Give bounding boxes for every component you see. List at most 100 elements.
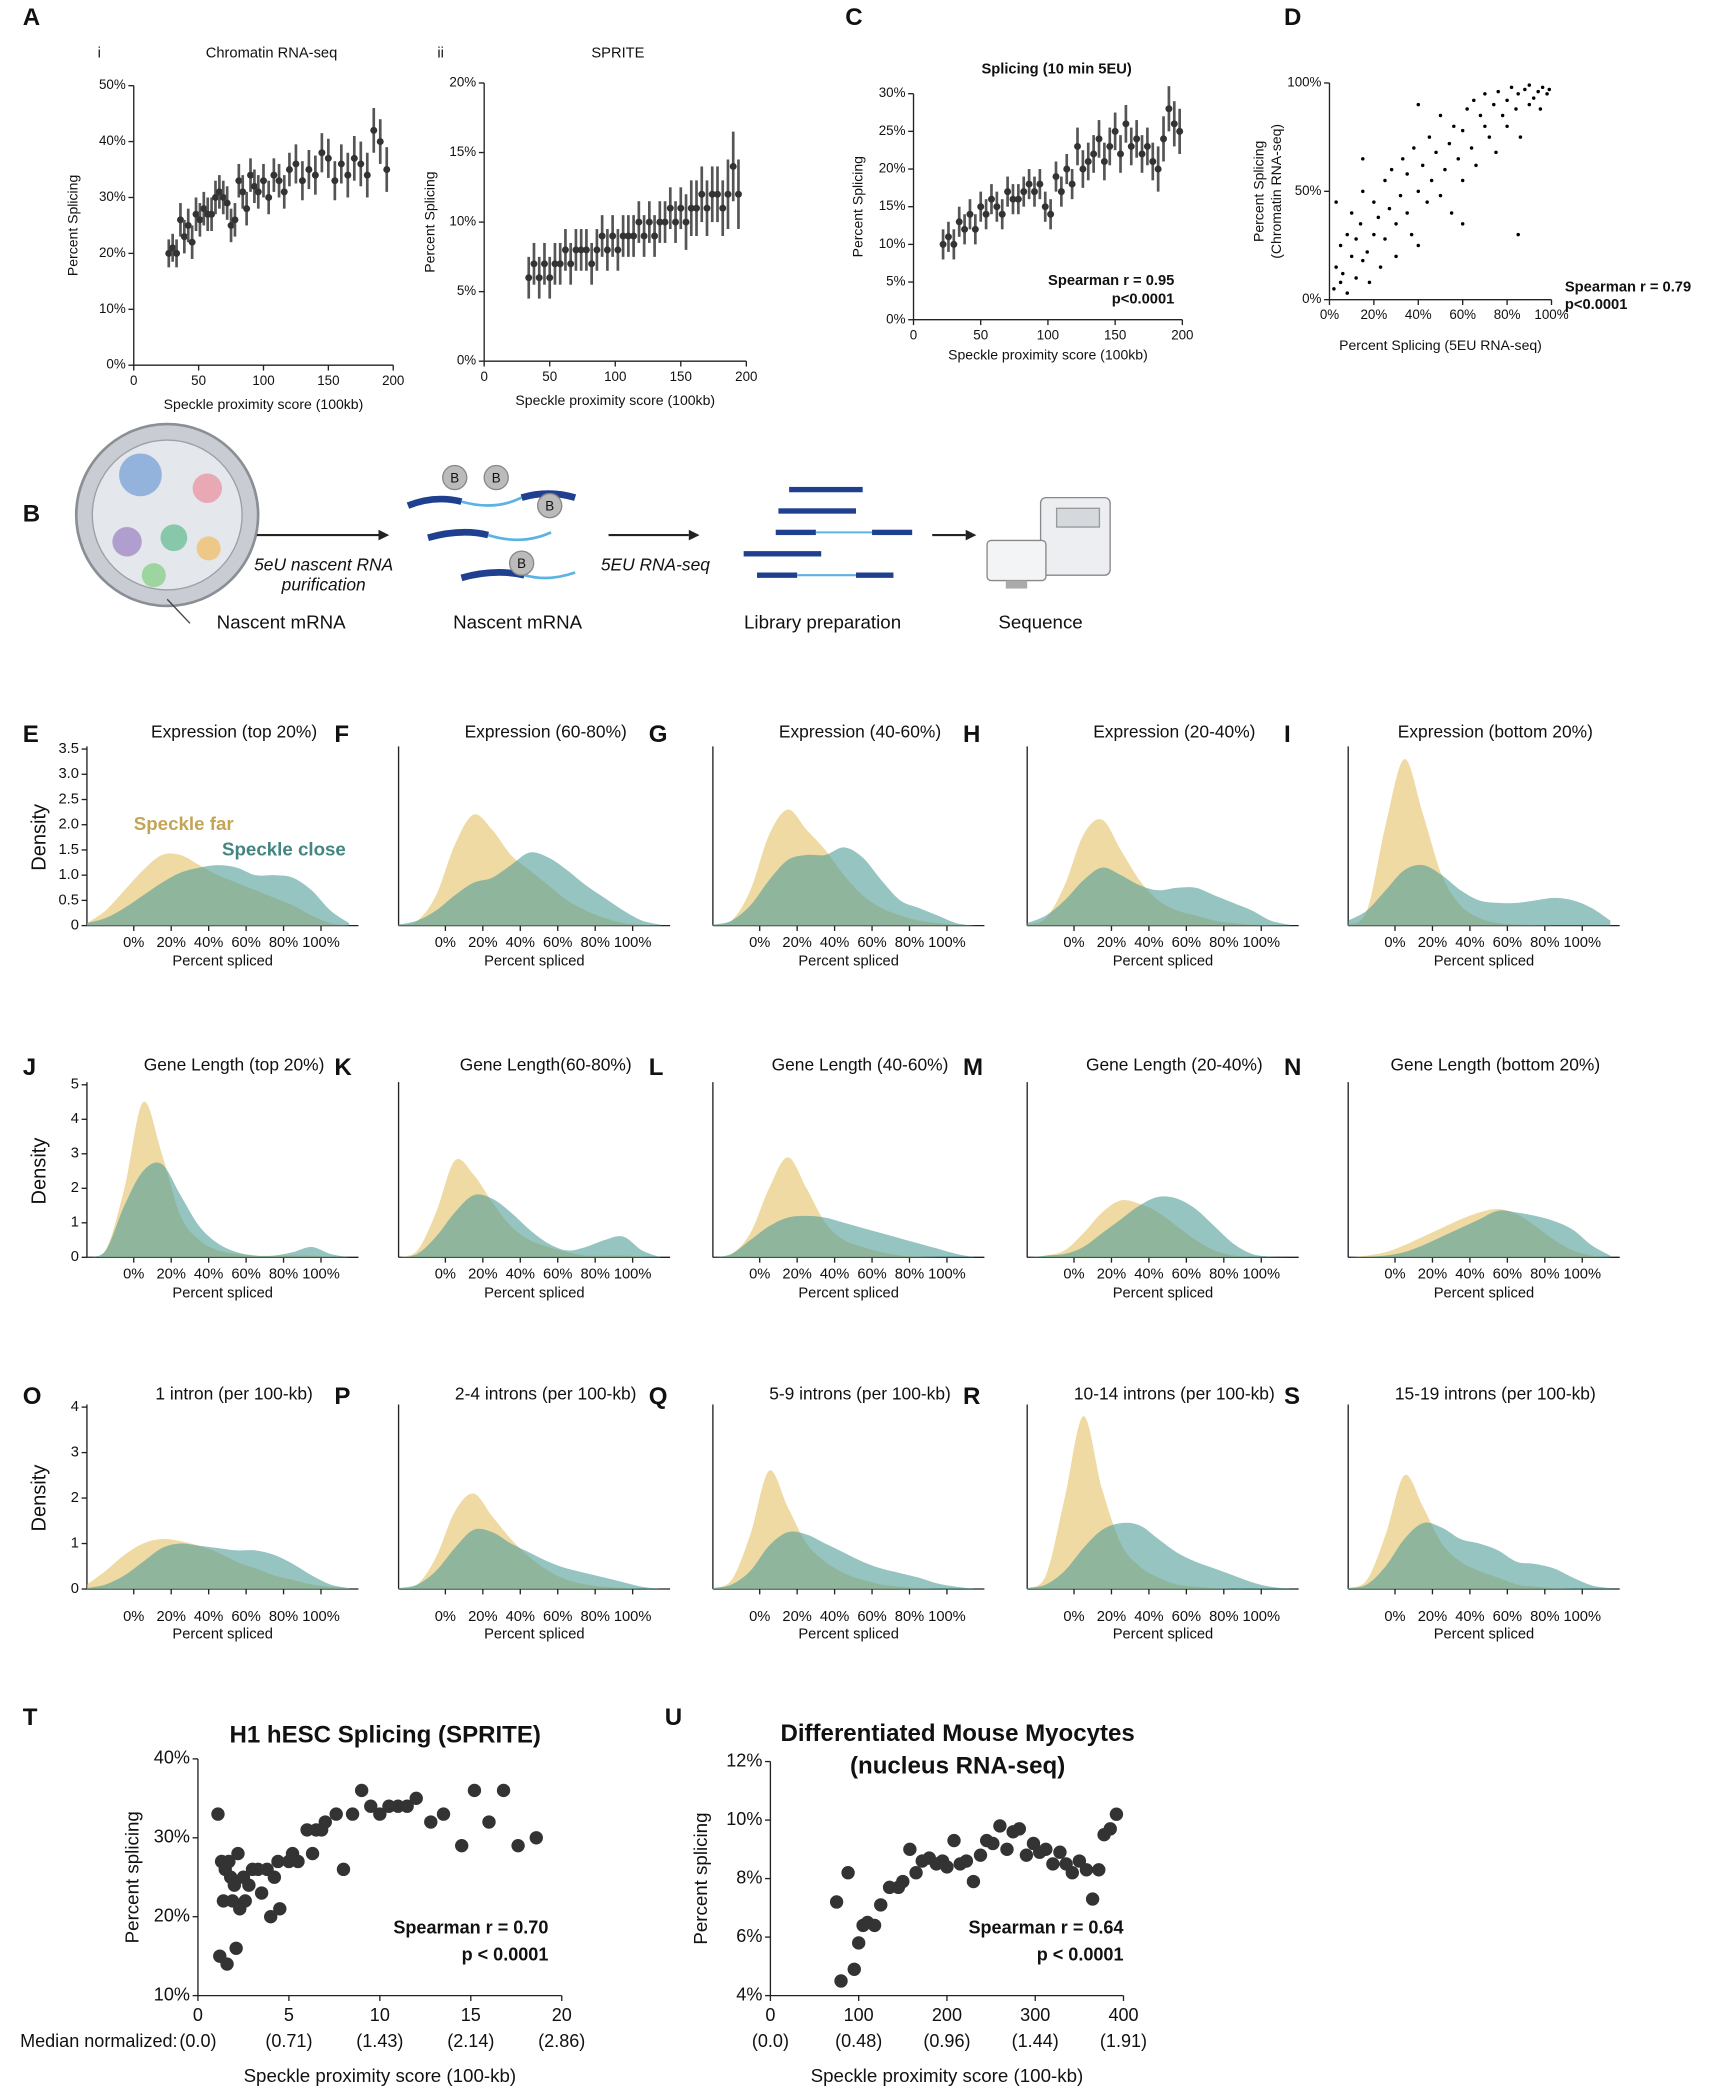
- point: [1074, 142, 1081, 150]
- point: [219, 194, 227, 201]
- point: [944, 233, 952, 241]
- x-tick-label: 20%: [1097, 935, 1126, 951]
- point: [1383, 178, 1387, 183]
- chromatin-blob: [119, 453, 162, 497]
- point: [436, 1807, 451, 1821]
- x-tick-label: 20%: [468, 935, 497, 951]
- chart-title: 1 intron (per 100-kb): [155, 1384, 312, 1404]
- point: [1401, 157, 1405, 161]
- point: [834, 1974, 848, 1988]
- point: [1133, 135, 1141, 143]
- x-tick-label: 20: [552, 2005, 572, 2025]
- density-area: [712, 847, 976, 926]
- y-tick-label: 15%: [449, 144, 476, 159]
- read: [872, 529, 913, 536]
- bead-label: B: [492, 470, 501, 485]
- point: [250, 182, 258, 190]
- point: [350, 154, 358, 162]
- point: [1334, 200, 1338, 204]
- x-tick-label: 80%: [269, 1267, 298, 1283]
- x-tick-label: 100%: [614, 1267, 652, 1283]
- bead-label: B: [545, 499, 554, 514]
- point: [1416, 102, 1421, 107]
- chromatin-blob: [141, 563, 166, 588]
- x-tick-label: 80%: [1530, 935, 1559, 951]
- legend-entry: Speckle far: [134, 813, 234, 834]
- x-axis-label: Speckle proximity score (100kb): [948, 347, 1148, 363]
- subpanel-label: ii: [437, 45, 444, 61]
- point: [376, 138, 384, 146]
- density-area: [712, 1531, 976, 1590]
- point: [1079, 1863, 1094, 1877]
- point: [645, 218, 653, 226]
- chart-title: 15-19 introns (per 100-kb): [1395, 1384, 1596, 1404]
- point: [1143, 142, 1151, 150]
- x-tick-label: 200: [735, 369, 757, 384]
- x-axis-label: Percent spliced: [798, 1285, 899, 1301]
- x-tick-label: 50: [191, 373, 206, 388]
- point: [998, 210, 1006, 218]
- point: [1052, 173, 1060, 181]
- point: [1349, 211, 1354, 215]
- x-tick-secondary-title: Median normalized:: [20, 2031, 178, 2051]
- point: [305, 1846, 320, 1861]
- point: [561, 246, 569, 254]
- chart-title: Gene Length(60-80%): [460, 1055, 632, 1075]
- point: [1358, 222, 1363, 226]
- point: [1523, 87, 1527, 92]
- x-tick-label: 20%: [156, 935, 185, 951]
- x-tick-label: 100%: [1242, 1267, 1280, 1283]
- panel-letter: M: [963, 1054, 983, 1081]
- point: [1383, 237, 1387, 241]
- point: [987, 195, 995, 203]
- chart-title: Splicing (10 min 5EU): [981, 62, 1131, 78]
- y-tick-label: 8%: [736, 1867, 762, 1887]
- point: [1452, 124, 1456, 129]
- point: [609, 232, 617, 240]
- panel-letter: H: [963, 721, 980, 748]
- point: [1138, 150, 1146, 158]
- chart-title: H1 hESC Splicing (SPRITE): [229, 1721, 541, 1748]
- point: [231, 1846, 245, 1861]
- chromatin-blob: [160, 524, 188, 552]
- annotation: Spearman r = 0.79: [1565, 280, 1691, 296]
- chart-title: 5-9 introns (per 100-kb): [769, 1384, 951, 1404]
- point: [829, 1895, 844, 1909]
- read: [778, 508, 856, 514]
- point: [640, 232, 648, 240]
- x-axis-label: Percent Splicing (5EU RNA-seq): [1339, 337, 1542, 353]
- x-axis-label: Speckle proximity score (100kb): [515, 392, 715, 408]
- point: [1429, 178, 1434, 183]
- point: [254, 188, 262, 196]
- point: [318, 149, 326, 157]
- point: [247, 171, 254, 179]
- x-tick-label: 100: [1037, 327, 1059, 342]
- x-tick-label: 80%: [895, 935, 924, 951]
- chart-title: Gene Length (40-60%): [772, 1055, 949, 1075]
- y-tick-label: 20%: [449, 75, 476, 90]
- point: [1149, 158, 1157, 165]
- x-tick-label: 60%: [1493, 935, 1522, 951]
- y-axis-label: Percent splicing: [690, 1813, 711, 1945]
- y-tick-label: 10%: [726, 1809, 762, 1829]
- x-tick-label: 80%: [1494, 307, 1521, 322]
- x-axis-label: Percent spliced: [1113, 1626, 1214, 1642]
- y-tick-label: 0%: [106, 357, 125, 372]
- y-axis-label: Density: [28, 1465, 50, 1532]
- x-tick-label: 60%: [543, 935, 572, 951]
- point: [1425, 200, 1429, 204]
- bead: [442, 464, 468, 491]
- point: [1449, 211, 1454, 215]
- read: [743, 551, 822, 557]
- y-tick-label: 30%: [879, 85, 906, 100]
- x-tick-label: 100: [844, 2005, 874, 2025]
- chart-title: Expression (bottom 20%): [1398, 722, 1593, 742]
- x-tick-label: 40%: [1455, 935, 1484, 951]
- point: [354, 1783, 369, 1798]
- point: [582, 246, 590, 254]
- point: [336, 1862, 351, 1877]
- panel-letter: J: [23, 1054, 36, 1081]
- y-tick-label: 1: [71, 1535, 79, 1551]
- point: [1416, 189, 1421, 194]
- exon: [406, 495, 463, 509]
